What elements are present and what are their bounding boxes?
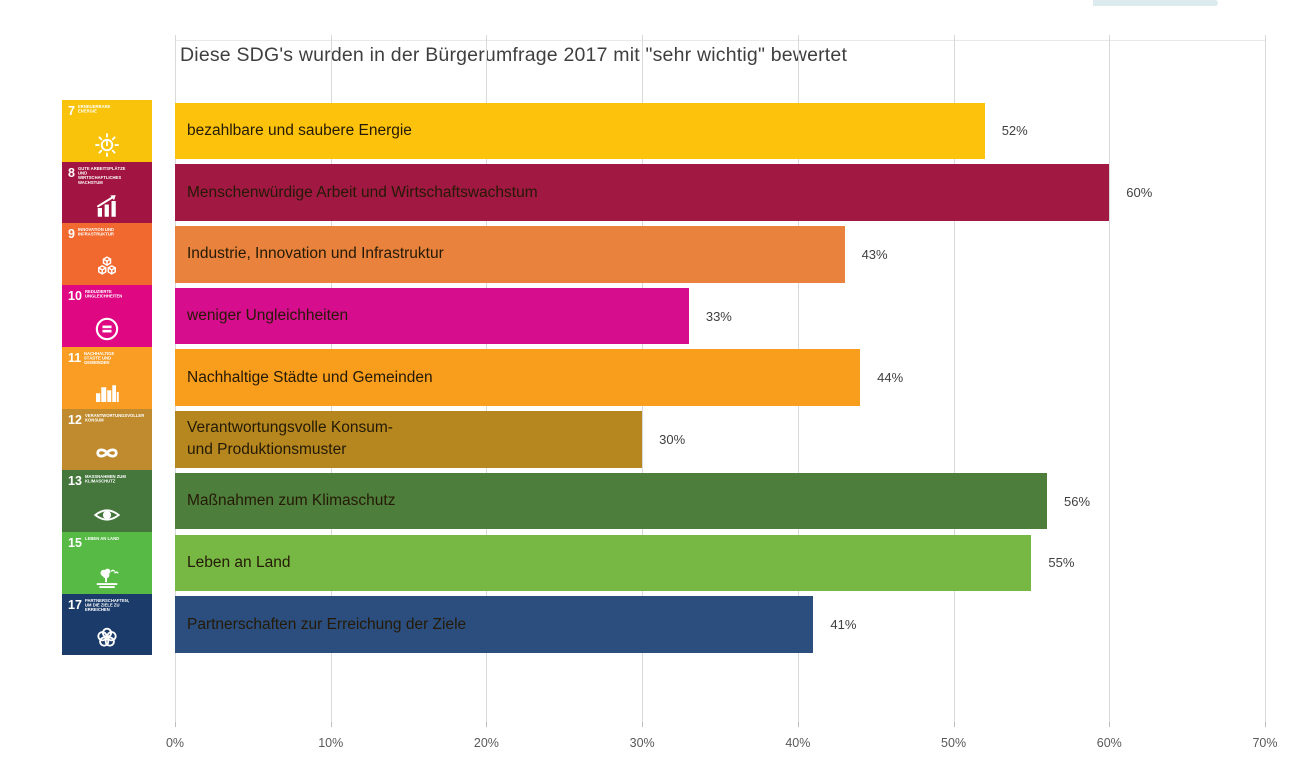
bar-value-label: 52% xyxy=(1001,123,1028,139)
sdg-tile-caption: Erneuerbare Energie xyxy=(77,105,111,114)
sdg-tile-caption: Verantwortungsvoller Konsum xyxy=(84,413,145,423)
window-artifact-strip xyxy=(1093,0,1218,6)
sdg-tile-number: 12 xyxy=(68,412,82,427)
sdg-tile-number: 8 xyxy=(68,165,75,180)
sdg-tile-caption: Reduzierte Ungleichheiten xyxy=(84,290,123,300)
bar-sdg-15: Leben an Land xyxy=(175,534,1032,592)
x-axis-tick-label: 10% xyxy=(318,736,344,750)
sdg-tile-number: 13 xyxy=(68,474,82,489)
sdg-tile-caption: Maßnahmen zum Klimaschutz xyxy=(84,475,126,485)
bar-value-label: 55% xyxy=(1048,555,1075,571)
x-axis-tick-label: 0% xyxy=(165,736,185,750)
bar-label: bezahlbare und saubere Energie xyxy=(187,121,412,139)
sdg-tile-number: 7 xyxy=(68,104,75,118)
bar-value-label: 44% xyxy=(877,370,904,386)
sdg-tile-number: 11 xyxy=(68,350,82,365)
sdg-tile-caption: Gute Arbeitsplätze und wirtschaftliches … xyxy=(77,166,126,186)
sun-power-icon xyxy=(92,130,122,160)
bar-label: Verantwortungsvolle Konsum- xyxy=(187,419,393,437)
bar-sdg-17: Partnerschaften zur Erreichung der Ziele xyxy=(175,596,814,653)
axis-tick xyxy=(486,722,488,727)
x-axis-tick-label: 50% xyxy=(941,736,967,750)
bar-value-label: 30% xyxy=(659,431,686,447)
bar-label: Menschenwürdige Arbeit und Wirtschaftswa… xyxy=(187,183,538,201)
chart-title: Diese SDG's wurden in der Bürgerumfrage … xyxy=(180,44,848,66)
tree-land-icon xyxy=(91,562,123,592)
bar-value-label: 60% xyxy=(1126,185,1153,201)
x-axis-tick-label: 30% xyxy=(629,736,655,750)
bar-value-label: 41% xyxy=(830,617,857,633)
bar-label: Leben an Land xyxy=(187,553,291,571)
plot-area-top-border xyxy=(175,40,1265,41)
bar-sdg-13: Maßnahmen zum Klimaschutz xyxy=(175,472,1047,530)
gridline xyxy=(1109,35,1111,722)
bar-sdg-8: Menschenwürdige Arbeit und Wirtschaftswa… xyxy=(175,164,1110,221)
sdg-tile-10: 10 Reduzierte Ungleichheiten xyxy=(62,285,152,347)
x-axis-tick-label: 60% xyxy=(1096,736,1122,750)
axis-tick xyxy=(642,722,644,727)
eye-globe-icon xyxy=(90,500,124,530)
x-axis-tick-label: 20% xyxy=(473,736,499,750)
city-icon xyxy=(91,377,123,407)
axis-tick xyxy=(1109,722,1111,727)
bar-sdg-11: Nachhaltige Städte und Gemeinden xyxy=(175,349,861,406)
bar-sdg-10: weniger Ungleichheiten xyxy=(175,287,689,345)
sdg-tile-17: 17 Partnerschaften, um die Ziele zu errei… xyxy=(62,593,152,656)
gridline xyxy=(953,35,955,722)
bar-sdg-12: Verantwortungsvolle Konsum-und Produktio… xyxy=(175,411,643,468)
axis-tick xyxy=(175,722,176,727)
flower-circles-icon xyxy=(91,621,123,653)
sdg-tile-12: 12 Verantwortungsvoller Konsum xyxy=(62,408,152,471)
bar-label: und Produktionsmuster xyxy=(187,441,347,459)
sdg-tile-15: 15 Leben an Land xyxy=(62,532,152,594)
sdg-tile-number: 17 xyxy=(68,597,82,612)
bar-value-label: 56% xyxy=(1064,493,1091,509)
axis-tick xyxy=(797,722,799,727)
sdg-tile-7: 7 Erneuerbare Energie xyxy=(62,100,152,162)
sdg-tile-9: 9 Innovation und Infrastruktur xyxy=(62,223,152,286)
axis-tick xyxy=(330,722,332,727)
bar-label: Nachhaltige Städte und Gemeinden xyxy=(187,368,433,386)
bar-value-label: 43% xyxy=(861,246,888,262)
sdg-tile-number: 15 xyxy=(68,536,82,551)
sdg-tile-13: 13Maßnahmen zum Klimaschutz xyxy=(62,470,152,533)
infinity-loop-icon xyxy=(90,438,124,468)
bar-sdg-7: bezahlbare und saubere Energie xyxy=(175,102,985,160)
sdg-tile-caption: Nachhaltige Städte und Gemeinden xyxy=(84,351,115,366)
bar-label: weniger Ungleichheiten xyxy=(187,307,349,324)
sdg-tile-8: 8 Gute Arbeitsplätze und wirtschaftliches… xyxy=(62,161,152,224)
sdg-tile-number: 9 xyxy=(68,227,75,242)
gridline xyxy=(1265,35,1266,722)
axis-tick xyxy=(953,722,955,727)
sdg-tile-caption: Partnerschaften, um die Ziele zu erreich… xyxy=(84,598,129,613)
bar-value-label: 33% xyxy=(705,308,732,324)
sdg-tile-caption: Innovation und Infrastruktur xyxy=(77,228,114,238)
sdg-tile-caption: Leben an Land xyxy=(84,537,120,542)
bar-label: Industrie, Innovation und Infrastruktur xyxy=(187,245,444,263)
equality-icon xyxy=(91,313,123,345)
x-axis-tick-label: 40% xyxy=(785,736,811,750)
bar-sdg-9: Industrie, Innovation und Infrastruktur xyxy=(175,226,845,283)
sdg-tile-number: 10 xyxy=(68,289,82,304)
cubes-icon xyxy=(92,253,122,283)
growth-chart-icon xyxy=(92,191,122,221)
sdg-tile-11: 11 Nachhaltige Städte und Gemeinden xyxy=(62,346,152,409)
x-axis-tick-label: 70% xyxy=(1252,736,1278,750)
bar-label: Maßnahmen zum Klimaschutz xyxy=(187,492,396,510)
axis-tick xyxy=(1265,722,1266,727)
bar-label: Partnerschaften zur Erreichung der Ziele xyxy=(187,615,467,633)
